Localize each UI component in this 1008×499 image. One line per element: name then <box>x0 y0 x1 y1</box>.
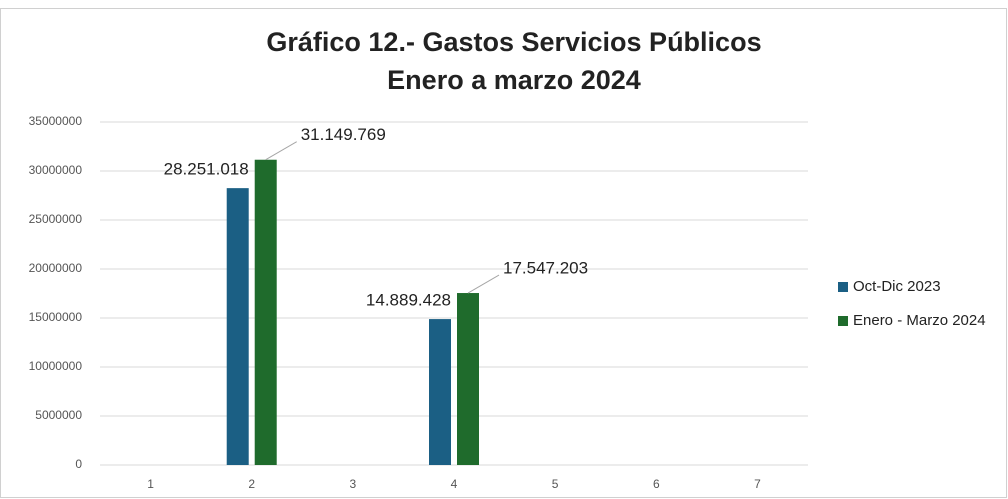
bar <box>457 293 479 465</box>
bar <box>429 319 451 465</box>
legend-swatch <box>838 316 848 326</box>
bar <box>226 188 249 466</box>
chart-title: Gráfico 12.- Gastos Servicios Públicos <box>266 27 761 57</box>
data-label: 17.547.203 <box>503 259 588 278</box>
legend-label: Oct-Dic 2023 <box>853 278 941 295</box>
data-label: 31.149.769 <box>301 125 386 144</box>
x-tick-label: 1 <box>147 477 154 491</box>
y-tick-label: 15000000 <box>29 310 83 324</box>
y-tick-label: 20000000 <box>29 261 83 275</box>
data-label: 14.889.428 <box>366 291 451 310</box>
y-tick-label: 10000000 <box>29 359 83 373</box>
x-tick-label: 6 <box>653 477 660 491</box>
x-tick-label: 5 <box>552 477 559 491</box>
y-tick-label: 30000000 <box>29 163 83 177</box>
data-label: 28.251.018 <box>164 160 249 179</box>
y-tick-label: 0 <box>75 457 82 471</box>
x-tick-label: 4 <box>451 477 458 491</box>
leader-line <box>467 274 500 294</box>
y-tick-label: 5000000 <box>35 408 82 422</box>
leader-line <box>265 141 297 161</box>
y-tick-label: 35000000 <box>29 114 83 128</box>
x-tick-label: 2 <box>248 477 255 491</box>
x-tick-label: 3 <box>350 477 357 491</box>
chart-subtitle: Enero a marzo 2024 <box>387 65 641 95</box>
x-tick-label: 7 <box>754 477 761 491</box>
bar <box>254 159 277 465</box>
y-tick-label: 25000000 <box>29 212 83 226</box>
legend-label: Enero - Marzo 2024 <box>853 312 986 329</box>
legend-swatch <box>838 282 848 292</box>
